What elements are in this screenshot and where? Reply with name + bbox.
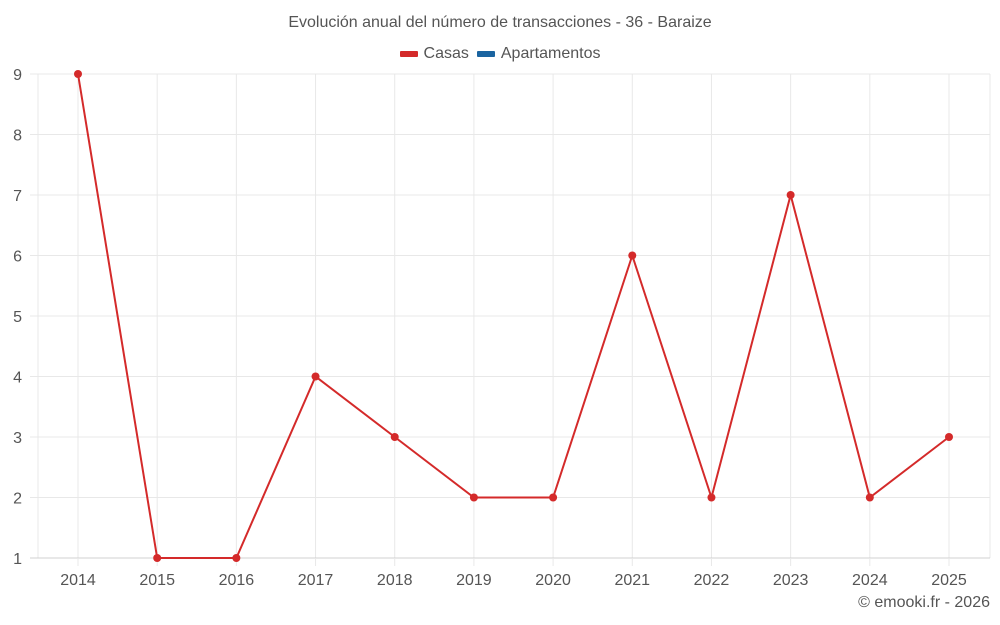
legend-item-casas[interactable]: Casas — [399, 45, 469, 63]
x-tick-label: 2015 — [139, 572, 175, 589]
x-tick-label: 2023 — [773, 572, 809, 589]
data-point[interactable] — [865, 493, 874, 502]
data-point[interactable] — [628, 251, 637, 260]
x-tick-label: 2021 — [614, 572, 650, 589]
x-tick-label: 2022 — [694, 572, 730, 589]
y-tick-label: 4 — [13, 370, 22, 387]
data-point[interactable] — [549, 493, 558, 502]
y-tick-label: 5 — [13, 309, 22, 326]
series-casas — [74, 70, 953, 562]
data-point[interactable] — [232, 554, 241, 562]
x-tick-label: 2019 — [456, 572, 492, 589]
x-tick-label: 2014 — [60, 572, 96, 589]
x-tick-label: 2025 — [931, 572, 967, 589]
y-tick-label: 2 — [13, 491, 22, 508]
legend-swatch-apartamentos-icon — [476, 51, 495, 57]
data-point[interactable] — [153, 554, 162, 562]
gridlines — [30, 73, 991, 559]
data-point[interactable] — [945, 433, 953, 441]
y-axis: 1 2 3 4 5 6 7 8 9 — [13, 67, 22, 568]
legend-label-casas: Casas — [423, 45, 469, 62]
legend-item-apartamentos[interactable]: Apartamentos — [476, 45, 601, 63]
legend-label-apartamentos: Apartamentos — [500, 45, 601, 62]
chart-title: Evolución anual del número de transaccio… — [288, 14, 712, 31]
data-point[interactable] — [390, 433, 399, 441]
data-point[interactable] — [786, 191, 795, 199]
x-tick-label: 2016 — [219, 572, 255, 589]
y-tick-label: 9 — [13, 67, 22, 84]
x-tick-label: 2024 — [852, 572, 888, 589]
data-point[interactable] — [74, 70, 82, 78]
series-line — [77, 73, 950, 559]
y-tick-label: 7 — [13, 188, 22, 205]
x-tick-label: 2018 — [377, 572, 413, 589]
y-tick-label: 6 — [13, 249, 22, 266]
x-tick-label: 2020 — [535, 572, 571, 589]
y-tick-label: 3 — [13, 430, 22, 447]
x-axis: 2014 2015 2016 2017 2018 2019 2020 2021 2022 2023… — [60, 558, 967, 589]
y-tick-label: 8 — [13, 128, 22, 145]
x-tick-label: 2017 — [298, 572, 334, 589]
legend: Casas Apartamentos — [0, 45, 1000, 63]
credit-text: © emooki.fr - 2026 — [858, 594, 990, 611]
data-point[interactable] — [311, 372, 320, 381]
y-tick-label: 1 — [13, 551, 22, 568]
legend-swatch-casas-icon — [399, 51, 418, 57]
data-point[interactable] — [707, 493, 716, 502]
data-point[interactable] — [469, 493, 478, 502]
